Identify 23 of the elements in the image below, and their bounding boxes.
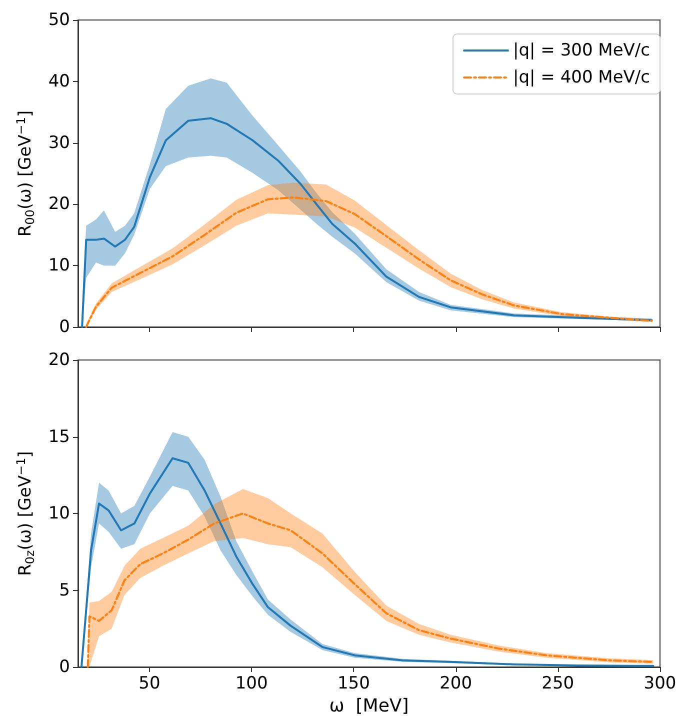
x-tick-label: 100 (235, 674, 268, 694)
y-tick-label: 20 (48, 350, 70, 370)
x-tick-label: 300 (644, 674, 676, 694)
y-tick-label: 50 (48, 10, 70, 30)
y-tick-label: 10 (48, 504, 70, 524)
y-tick-label: 0 (59, 657, 70, 677)
line-series (81, 117, 653, 328)
x-tick-label: 250 (542, 674, 574, 694)
y-tick-label: 30 (48, 132, 70, 153)
y-tick-label: 20 (48, 194, 70, 214)
y-tick-label: 15 (48, 426, 70, 447)
y-axis-title: R0z(ω) [GeV−1] (14, 451, 37, 576)
x-tick-label: 150 (337, 674, 370, 694)
x-tick-label: 200 (440, 674, 472, 694)
y-tick-label: 0 (59, 317, 70, 337)
x-tick-label: 50 (138, 674, 160, 694)
y-tick-label: 10 (48, 256, 70, 276)
y-tick-label: 40 (48, 71, 70, 92)
legend-label: |q| = 400 MeV/c (513, 68, 650, 88)
x-axis-title: ω [MeV] (329, 696, 409, 716)
y-axis-title: R00(ω) [GeV−1] (14, 110, 37, 237)
legend-label: |q| = 300 MeV/c (513, 40, 650, 60)
y-tick-label: 5 (59, 580, 70, 600)
